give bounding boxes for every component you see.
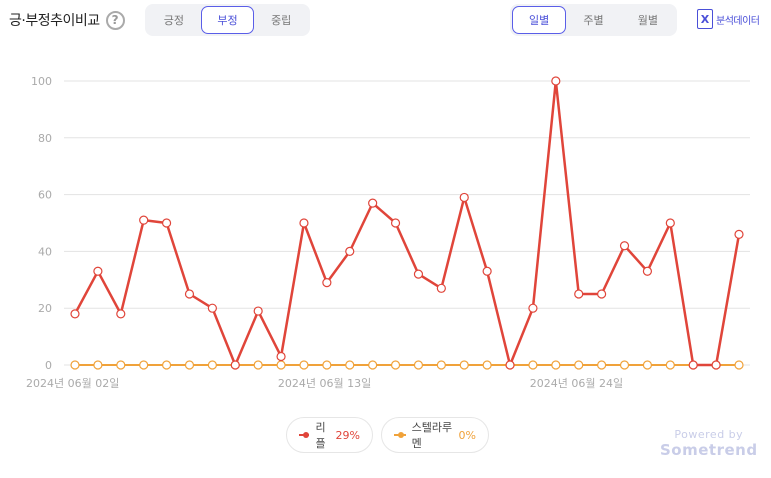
data-point (642, 266, 653, 276)
data-point (70, 309, 80, 319)
x-tick-label: 2024년 06월 24일 (530, 376, 623, 390)
data-point (253, 306, 263, 316)
data-point (597, 360, 607, 370)
legend-share: 29% (335, 428, 360, 442)
y-tick-label: 20 (38, 302, 52, 315)
data-point (436, 360, 446, 370)
data-point (711, 360, 721, 370)
data-point (551, 76, 561, 86)
data-point (688, 360, 698, 370)
data-point (184, 289, 195, 299)
data-point (619, 360, 630, 370)
data-point (161, 360, 172, 370)
excel-icon: X (697, 9, 713, 29)
tab-positive[interactable]: 긍정 (163, 14, 184, 27)
legend-marker (394, 432, 406, 438)
data-point (93, 360, 103, 370)
data-point (459, 192, 469, 203)
help-icon[interactable]: ? (105, 10, 125, 30)
data-point (482, 266, 492, 276)
data-point (322, 278, 332, 288)
data-point (459, 360, 469, 370)
data-point (230, 360, 240, 370)
data-point (642, 360, 653, 370)
data-point (528, 303, 538, 313)
data-point (574, 360, 584, 370)
legend-item-series-0[interactable]: 리플 29% (286, 417, 373, 453)
tab-monthly[interactable]: 월별 (637, 14, 658, 27)
data-point (139, 360, 149, 370)
data-point (390, 218, 401, 228)
data-point (139, 215, 149, 225)
y-tick-label: 0 (45, 359, 52, 372)
legend-share: 0% (458, 428, 476, 442)
data-point (368, 360, 378, 370)
data-point (322, 360, 332, 370)
data-point (161, 218, 172, 228)
y-tick-label: 40 (38, 245, 52, 258)
powered-by-watermark: Powered by Sometrend (660, 428, 758, 459)
data-point (276, 351, 286, 362)
legend-name: 스텔라루멘 (411, 421, 453, 450)
y-tick-label: 60 (38, 189, 52, 202)
data-point (93, 266, 103, 276)
tab-neutral[interactable]: 중립 (271, 14, 292, 27)
legend-marker (299, 432, 310, 438)
data-point (207, 303, 217, 313)
export-data-label: 분석데이터 (716, 15, 760, 27)
data-point (665, 360, 675, 370)
data-point (734, 360, 744, 370)
legend-item-series-1[interactable]: 스텔라루멘 0% (381, 417, 489, 453)
data-point (390, 360, 401, 370)
data-point (368, 198, 378, 208)
data-point (276, 360, 286, 370)
powered-by-text: Powered by (674, 428, 744, 441)
chart-header: 긍·부정추이비교 ? (9, 10, 125, 30)
data-point (207, 360, 217, 370)
x-tick-label: 2024년 06월 02일 (26, 376, 119, 390)
legend-name: 리플 (315, 421, 326, 450)
export-data-button[interactable]: X 분석데이터 (697, 9, 760, 29)
data-point (116, 309, 126, 319)
series-line-0 (73, 79, 741, 367)
brand-logo: Sometrend (660, 441, 758, 459)
data-point (345, 246, 355, 256)
data-point (505, 360, 515, 370)
page-title: 긍·부정추이비교 (9, 13, 100, 29)
data-point (574, 289, 584, 299)
data-point (665, 218, 675, 228)
data-point (551, 360, 561, 370)
tab-weekly[interactable]: 주별 (583, 14, 604, 27)
data-point (436, 283, 446, 293)
data-point (413, 360, 424, 370)
data-point (413, 269, 424, 279)
data-point (482, 360, 492, 370)
data-point (734, 229, 744, 239)
data-point (528, 360, 538, 370)
tab-daily[interactable]: 일별 (512, 6, 567, 34)
data-point (70, 360, 80, 370)
tab-negative[interactable]: 부정 (200, 6, 255, 34)
data-point (597, 289, 607, 299)
data-point (619, 241, 630, 251)
period-tabs: 일별 주별 월별 (510, 4, 677, 36)
data-point (345, 360, 355, 370)
data-point (253, 360, 263, 370)
data-point (299, 218, 309, 228)
data-point (116, 360, 126, 370)
y-tick-label: 100 (31, 75, 52, 88)
y-tick-label: 80 (38, 132, 52, 145)
sentiment-tabs: 긍정 부정 중립 (145, 4, 310, 36)
data-point (299, 360, 309, 370)
x-tick-label: 2024년 06월 13일 (278, 376, 371, 390)
data-point (184, 360, 195, 370)
